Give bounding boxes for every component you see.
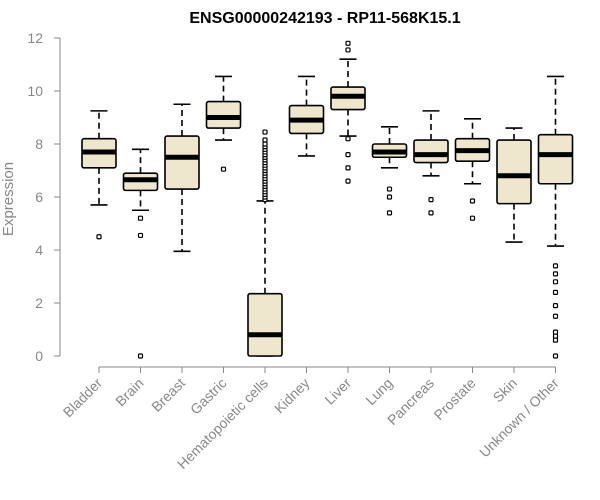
outlier-point: [386, 186, 393, 192]
x-category-label: Bladder: [60, 375, 106, 421]
outlier-point: [552, 271, 559, 277]
y-tick-label: 12: [27, 30, 43, 46]
x-category-label: Liver: [321, 375, 354, 408]
x-category-label: Brain: [112, 375, 146, 409]
x-category-label: Prostate: [430, 375, 478, 423]
box-iqr: [537, 133, 574, 185]
outlier-point: [552, 313, 559, 319]
y-axis-label: Expression: [0, 162, 17, 236]
outlier-point: [552, 337, 559, 343]
outlier-point: [428, 197, 434, 203]
chart-title: ENSG00000242193 - RP11-568K15.1: [189, 10, 460, 27]
outlier-point: [386, 210, 393, 216]
y-tick-label: 2: [35, 295, 43, 311]
outlier-point: [262, 129, 268, 135]
outlier-point: [345, 152, 351, 158]
y-axis: 0 2 4 6 8 10 12: [27, 30, 61, 364]
outlier-point: [137, 353, 144, 359]
box-group: [205, 75, 242, 172]
outlier-point: [552, 289, 559, 295]
box-group: [164, 103, 200, 253]
outlier-point: [262, 137, 268, 143]
outlier-point: [137, 215, 144, 221]
plot-area: [81, 40, 574, 359]
y-tick-label: 8: [35, 136, 43, 152]
box-iqr: [413, 139, 449, 164]
box-group: [330, 40, 366, 184]
y-tick-label: 6: [35, 189, 43, 205]
box-iqr: [205, 100, 242, 129]
outlier-point: [552, 303, 559, 309]
outlier-point: [386, 194, 393, 200]
outlier-point: [96, 234, 102, 240]
x-category-label: Lung: [362, 375, 395, 408]
y-tick-label: 4: [35, 242, 43, 258]
box-group: [413, 110, 449, 216]
box-group: [371, 125, 408, 216]
outlier-point: [220, 166, 227, 172]
box-iqr: [247, 292, 283, 357]
x-category-label: Unknown / Other: [476, 375, 562, 461]
outlier-point: [552, 353, 559, 359]
outlier-point: [137, 232, 144, 239]
box-group: [122, 148, 159, 359]
y-tick-label: 0: [35, 348, 43, 364]
box-group: [537, 75, 574, 359]
outlier-point: [469, 198, 476, 204]
outlier-point: [428, 210, 434, 216]
box-group: [288, 75, 325, 157]
x-category-label: Kidney: [271, 375, 313, 417]
outlier-point: [552, 263, 559, 269]
box-iqr: [164, 135, 200, 190]
outlier-point: [345, 178, 351, 184]
outlier-point: [345, 40, 351, 46]
outlier-point: [345, 165, 351, 171]
box-group: [81, 110, 117, 240]
y-tick-label: 10: [27, 83, 43, 99]
outlier-point: [345, 136, 351, 142]
outlier-point: [552, 279, 559, 285]
x-category-label: Breast: [148, 375, 188, 415]
outlier-point: [469, 215, 476, 221]
box-group: [496, 127, 532, 243]
box-iqr: [496, 139, 532, 205]
box-group: [247, 129, 283, 357]
x-category-label: Skin: [490, 375, 521, 406]
box-group: [454, 118, 491, 221]
outlier-point: [345, 47, 351, 53]
